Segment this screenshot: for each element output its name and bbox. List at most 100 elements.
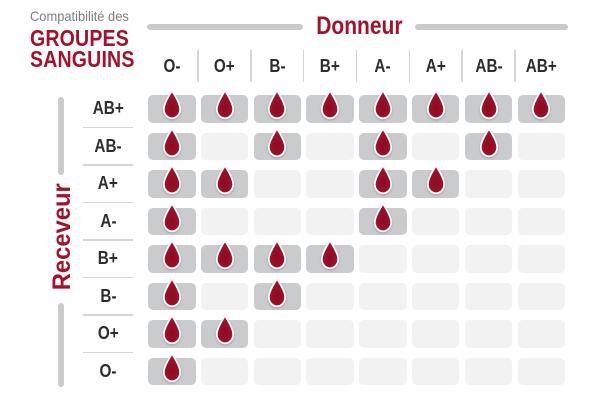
matrix-cell-B--from-AB- [464,282,513,310]
title-line-1: GROUPES [30,25,129,51]
donor-column-headers: O- O+ B- B+ A- A+ AB- AB+ [148,49,565,83]
matrix-cell-A+-from-A+ [411,164,460,198]
donor-header-opos: O+ [201,49,252,83]
receiver-label-text: O- [99,360,117,381]
matrix-cell-B+-from-B- [253,239,302,273]
matrix-cell-AB--from-B+ [306,132,354,160]
matrix-cell-A+-from-O- [148,164,196,198]
donor-header-label: AB+ [525,55,557,76]
donor-axis-rule-right [415,24,568,30]
blood-drop-icon [162,89,181,120]
blood-drop-icon [373,126,393,157]
donor-header-abneg: AB- [465,49,516,83]
receiver-axis-label: Receveur [48,183,76,291]
donor-axis-label: Donneur [315,12,403,40]
blood-drop-icon [162,164,181,195]
matrix-cell-O+-from-AB+ [517,320,566,348]
matrix-cell-O+-from-A- [359,320,407,348]
matrix-cell-B--from-B- [253,276,302,310]
matrix-cell-B+-from-B+ [306,239,354,273]
matrix-cell-O--from-O- [148,351,196,385]
matrix-cell-O--from-B+ [306,357,354,385]
blood-drop-icon [162,276,181,307]
matrix-cell-A+-from-A- [359,164,407,198]
matrix-cell-AB+-from-A- [359,89,407,123]
matrix-cell-B--from-O+ [200,282,249,310]
matrix-cell-A--from-B- [253,207,302,235]
matrix-cell-O--from-A+ [411,357,460,385]
matrix-cell-O+-from-O+ [200,314,249,348]
receiver-label-aneg: A- [83,208,133,241]
blood-drop-icon [162,239,181,270]
matrix-cell-AB+-from-B- [253,89,302,123]
title-eyebrow: Compatibilité des [30,8,129,24]
receiver-label-oneg: O- [83,358,133,386]
receiver-label-text: AB- [94,135,122,156]
matrix-cell-AB--from-O+ [200,132,249,160]
donor-axis-rule-left [147,24,303,30]
matrix-cell-B--from-O- [148,276,196,310]
blood-drop-icon [215,314,234,345]
matrix-cell-O--from-AB- [464,357,513,385]
matrix-cell-AB--from-A- [359,126,407,160]
matrix-cell-AB--from-O- [148,126,196,160]
blood-drop-icon [426,89,445,120]
donor-header-label: A- [374,55,392,76]
blood-drop-icon [479,89,498,120]
matrix-cell-A+-from-B- [253,170,302,198]
matrix-cell-AB--from-AB+ [517,132,566,160]
matrix-cell-A--from-O+ [200,207,249,235]
compatibility-matrix [148,89,566,385]
matrix-cell-O+-from-A+ [411,320,460,348]
receiver-row-labels: AB+ AB- A+ A- B+ B- O+ O- [83,95,133,385]
receiver-label-apos: A+ [83,170,133,203]
matrix-cell-O+-from-B+ [306,320,354,348]
matrix-cell-O--from-O+ [200,357,249,385]
matrix-cell-AB+-from-AB+ [517,89,566,123]
matrix-cell-AB+-from-A+ [411,89,460,123]
receiver-label-text: AB+ [92,98,124,119]
blood-drop-icon [268,89,287,120]
donor-header-label: B- [269,55,286,76]
receiver-label-text: B- [99,285,117,306]
matrix-cell-A--from-B+ [306,207,354,235]
matrix-cell-B--from-B+ [306,282,354,310]
matrix-cell-AB+-from-O+ [200,89,249,123]
blood-drop-icon [532,89,551,120]
receiver-axis-rule-bottom [58,303,64,387]
donor-header-oneg: O- [148,49,199,83]
receiver-axis-rule-top [58,97,64,175]
matrix-cell-A--from-O- [148,201,196,235]
blood-drop-icon [373,89,393,120]
blood-drop-icon [162,351,181,382]
blood-drop-icon [215,89,234,120]
receiver-label-text: A- [99,210,117,231]
donor-header-label: A+ [425,55,446,76]
blood-drop-icon [321,239,340,270]
blood-drop-icon [373,164,393,195]
donor-header-label: O+ [214,55,235,76]
receiver-label-bpos: B+ [83,245,133,278]
donor-header-bpos: B+ [306,49,357,83]
blood-drop-icon [162,201,181,232]
receiver-label-bneg: B- [83,283,133,316]
blood-drop-icon [426,164,445,195]
blood-drop-icon [479,126,498,157]
receiver-label-text: B+ [97,248,118,269]
matrix-cell-B--from-A+ [411,282,460,310]
blood-drop-icon [321,89,340,120]
blood-drop-icon [268,276,287,307]
blood-drop-icon [268,126,287,157]
matrix-cell-A+-from-B+ [306,170,354,198]
matrix-cell-B+-from-A+ [411,245,460,273]
receiver-label-opos: O+ [83,320,133,353]
matrix-cell-A--from-AB+ [517,207,566,235]
matrix-cell-B+-from-AB+ [517,245,566,273]
matrix-cell-A--from-AB- [464,207,513,235]
title-block: Compatibilité des GROUPES SANGUINS [30,8,153,71]
blood-drop-icon [162,314,181,345]
donor-header-apos: A+ [412,49,463,83]
donor-header-bneg: B- [254,49,304,83]
matrix-cell-A+-from-O+ [200,164,249,198]
